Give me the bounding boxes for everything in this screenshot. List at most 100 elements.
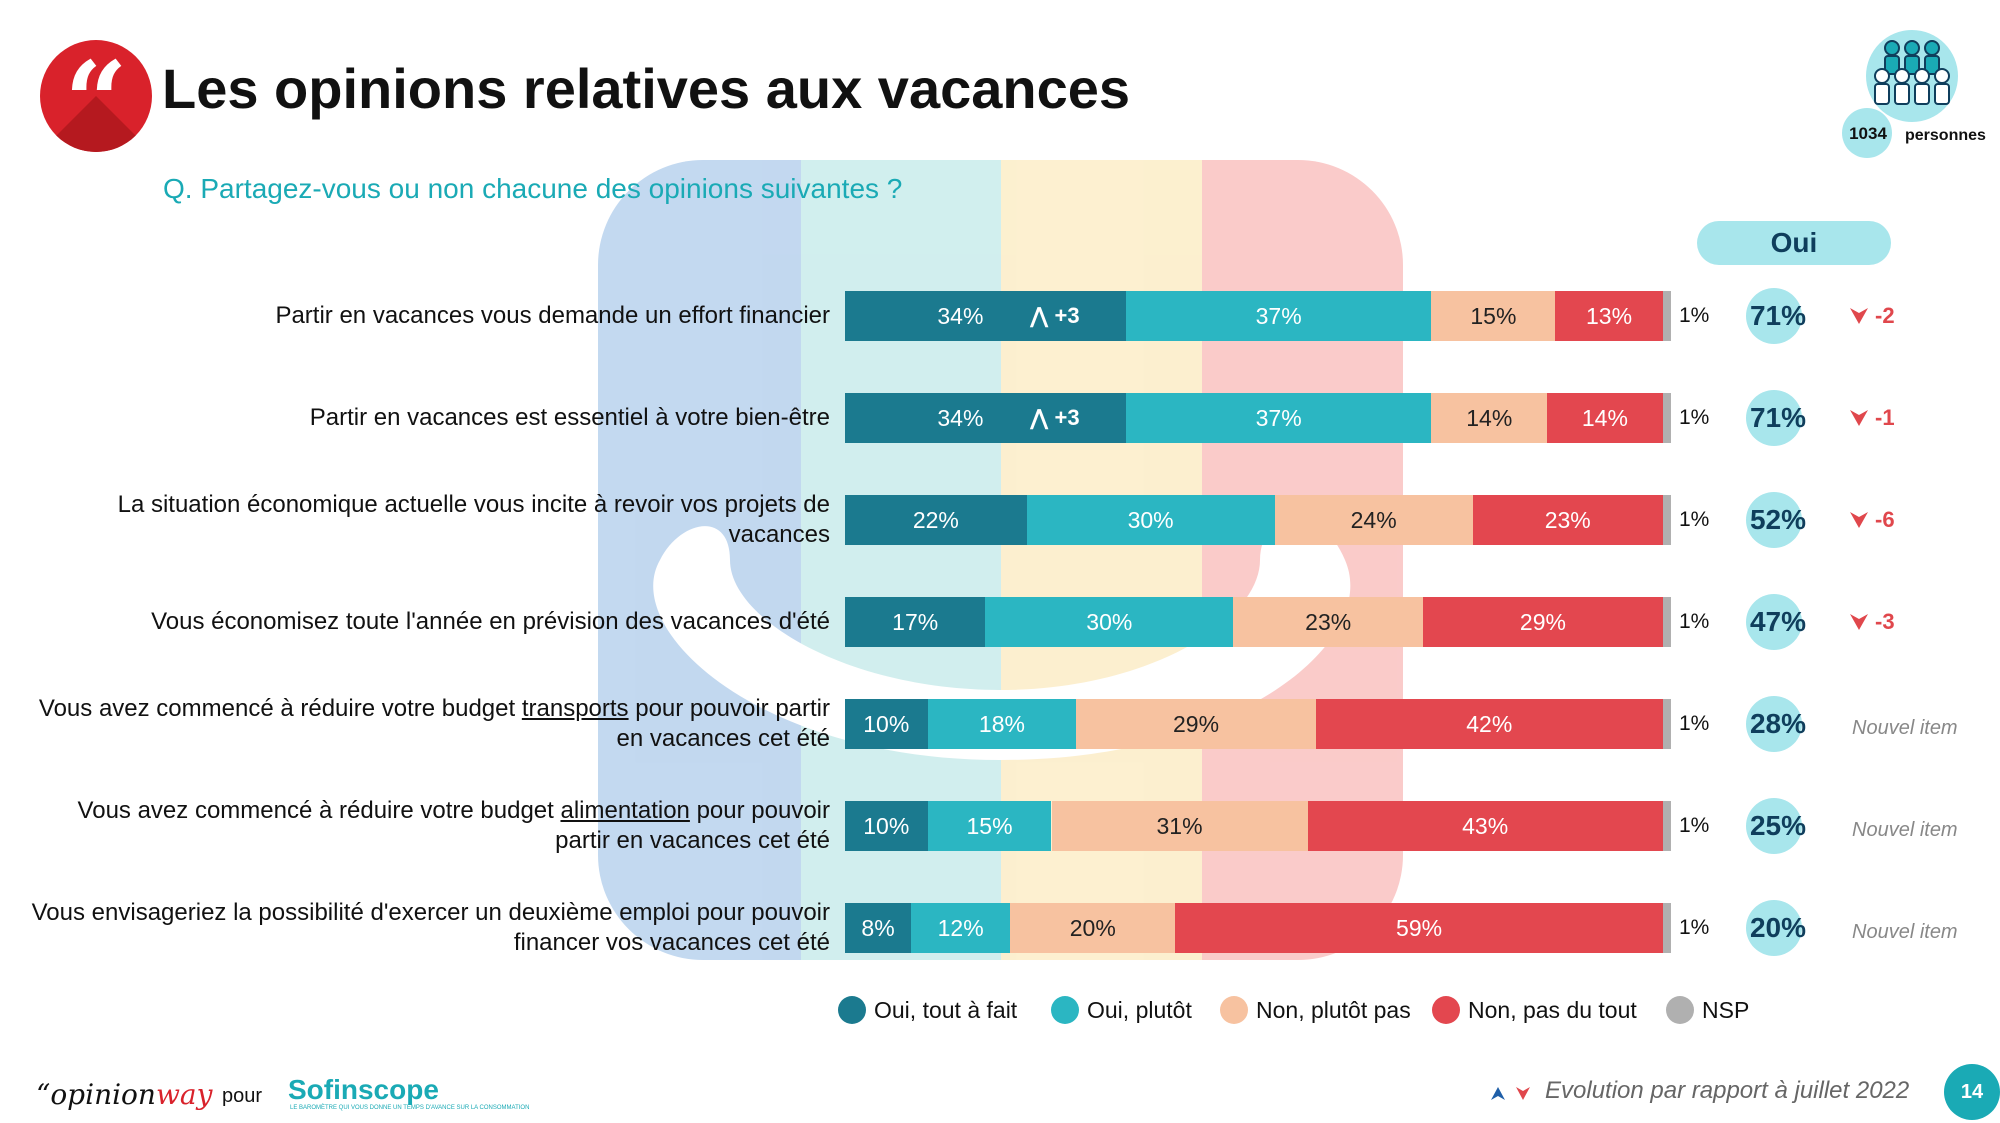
segment-value-label: 24% <box>1350 507 1397 533</box>
legend-label: Non, pas du tout <box>1468 997 1637 1023</box>
segment-value-label: 29% <box>1519 609 1566 635</box>
seg-oui-tout-a-fait <box>845 699 928 749</box>
page-title: Les opinions relatives aux vacances <box>162 57 1131 120</box>
underlined-keyword: transports <box>521 695 629 722</box>
seg-non-plutot-pas <box>1010 903 1176 953</box>
oui-total-value: 20% <box>1749 912 1807 943</box>
segment-value-label: 14% <box>1466 405 1513 431</box>
oui-total-value: 25% <box>1749 810 1807 841</box>
seg-oui-plutot <box>927 801 1052 851</box>
segment-value-label: 23% <box>1544 507 1591 533</box>
seg-non-plutot-pas <box>1431 393 1548 443</box>
seg-non-plutot-pas <box>1431 291 1556 341</box>
segment-value-label: 34% <box>937 405 984 431</box>
seg-non-plutot-pas <box>1076 699 1316 749</box>
oui-total-bubble <box>1746 900 1802 956</box>
seg-oui-plutot <box>1125 393 1432 443</box>
brand-left-main: opinion <box>50 1078 156 1111</box>
oui-total-value: 71% <box>1749 402 1807 433</box>
nsp-value-label: 1% <box>1679 814 1710 837</box>
segment-value-label: 15% <box>1470 303 1517 329</box>
brand-left-accent: way <box>155 1078 213 1111</box>
segment-value-label: 59% <box>1396 915 1443 941</box>
seg-non-pas-du-tout <box>1555 291 1663 341</box>
nsp-value-label: 1% <box>1679 508 1710 531</box>
seg-nsp <box>1662 291 1671 341</box>
row-label: Vous envisageriez la possibilité d'exerc… <box>31 899 830 956</box>
oui-total-bubble <box>1746 798 1802 854</box>
oui-total-bubble <box>1746 492 1802 548</box>
seg-non-pas-du-tout <box>1307 801 1663 851</box>
seg-oui-plutot <box>1125 291 1432 341</box>
opinionway-logo: “opinionway <box>36 1078 213 1111</box>
seg-nsp <box>1662 699 1671 749</box>
segment-evolution-label: ⋀ +3 <box>1029 405 1080 430</box>
legend-swatch <box>1432 996 1460 1024</box>
new-item-label: Nouvel item <box>1852 717 1958 739</box>
legend-swatch <box>1051 996 1079 1024</box>
seg-oui-tout-a-fait <box>845 291 1126 341</box>
segment-value-label: 43% <box>1462 813 1509 839</box>
segment-value-label: 20% <box>1069 915 1116 941</box>
row-label: La situation économique actuelle vous in… <box>117 491 830 548</box>
segment-value-label: 15% <box>966 813 1013 839</box>
oui-total-bubble <box>1746 696 1802 752</box>
segment-value-label: 8% <box>861 915 895 941</box>
segment-value-label: 31% <box>1156 813 1203 839</box>
segment-value-label: 14% <box>1581 405 1628 431</box>
seg-oui-tout-a-fait <box>845 597 986 647</box>
down-arrow-icon <box>1850 512 1868 528</box>
segment-value-label: 12% <box>937 915 984 941</box>
seg-nsp <box>1662 903 1671 953</box>
down-arrow-icon <box>1850 308 1868 324</box>
sofinscope-tagline: LE BAROMÈTRE QUI VOUS DONNE UN TEMPS D'A… <box>290 1105 530 1111</box>
row-label: Vous avez commencé à réduire votre budge… <box>38 695 830 752</box>
new-item-label: Nouvel item <box>1852 819 1958 841</box>
segment-value-label: 17% <box>892 609 939 635</box>
seg-non-pas-du-tout <box>1423 597 1663 647</box>
row-label: Partir en vacances vous demande un effor… <box>275 302 830 329</box>
nsp-value-label: 1% <box>1679 406 1710 429</box>
nsp-value-label: 1% <box>1679 304 1710 327</box>
legend-label: Oui, plutôt <box>1087 997 1192 1023</box>
seg-nsp <box>1662 597 1671 647</box>
segment-value-label: 37% <box>1255 303 1302 329</box>
segment-value-label: 30% <box>1127 507 1174 533</box>
segment-value-label: 18% <box>978 711 1025 737</box>
row-label: Partir en vacances est essentiel à votre… <box>309 404 830 431</box>
sample-count-badge <box>1842 108 1892 158</box>
oui-total-value: 71% <box>1749 300 1807 331</box>
seg-oui-plutot <box>911 903 1011 953</box>
row-label: Vous économisez toute l'année en prévisi… <box>151 608 830 635</box>
legend-swatch <box>1220 996 1248 1024</box>
seg-non-plutot-pas <box>1233 597 1424 647</box>
evolution-value: -1 <box>1875 405 1895 430</box>
down-arrow-icon <box>1850 614 1868 630</box>
nsp-value-label: 1% <box>1679 610 1710 633</box>
quote-icon: “ <box>64 40 128 153</box>
seg-non-pas-du-tout <box>1472 495 1663 545</box>
seg-oui-plutot <box>1026 495 1275 545</box>
seg-nsp <box>1662 495 1671 545</box>
people-group-icon <box>1874 40 1950 105</box>
segment-value-label: 42% <box>1466 711 1513 737</box>
seg-oui-tout-a-fait <box>845 495 1027 545</box>
seg-non-pas-du-tout <box>1175 903 1663 953</box>
sample-label: personnes <box>1905 127 1986 144</box>
seg-oui-tout-a-fait <box>845 903 912 953</box>
evolution-note: Evolution par rapport à juillet 2022 <box>1545 1077 1910 1104</box>
sample-count: 1034 <box>1849 124 1887 143</box>
oui-total-bubble <box>1746 594 1802 650</box>
seg-oui-plutot <box>985 597 1234 647</box>
seg-non-pas-du-tout <box>1547 393 1663 443</box>
pour-text: pour <box>222 1085 263 1107</box>
legend-label: NSP <box>1702 997 1750 1023</box>
segment-value-label: 37% <box>1255 405 1302 431</box>
down-arrow-icon <box>1850 410 1868 426</box>
oui-total-value: 28% <box>1749 708 1807 739</box>
segment-value-label: 22% <box>912 507 959 533</box>
seg-non-plutot-pas <box>1051 801 1308 851</box>
nsp-value-label: 1% <box>1679 916 1710 939</box>
